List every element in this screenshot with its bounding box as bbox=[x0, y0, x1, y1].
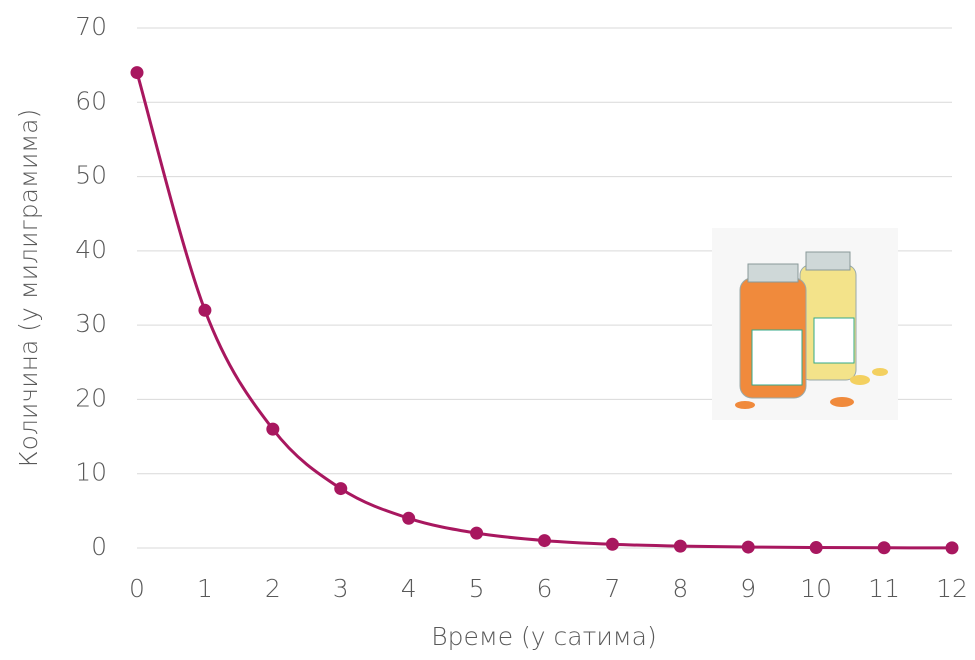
data-point bbox=[538, 534, 551, 548]
x-axis-label: Време (у сатима) bbox=[431, 622, 657, 651]
x-tick-label: 1 bbox=[197, 574, 213, 603]
x-tick-label: 12 bbox=[936, 574, 968, 603]
data-point bbox=[945, 541, 959, 555]
data-point bbox=[402, 511, 416, 525]
x-tick-label: 10 bbox=[800, 574, 832, 603]
x-tick-label: 9 bbox=[740, 574, 756, 603]
data-point bbox=[198, 303, 212, 317]
x-tick-label: 0 bbox=[129, 574, 145, 603]
y-tick-label: 50 bbox=[75, 161, 107, 190]
x-tick-label: 7 bbox=[604, 574, 620, 603]
x-tick-label: 8 bbox=[672, 574, 688, 603]
data-point bbox=[470, 526, 484, 540]
x-tick-label: 2 bbox=[265, 574, 281, 603]
y-axis-label: Количина (у милиграмима) bbox=[14, 109, 43, 467]
data-point bbox=[809, 541, 823, 555]
y-tick-label: 70 bbox=[75, 12, 107, 41]
x-tick-label: 3 bbox=[333, 574, 349, 603]
data-point bbox=[877, 541, 891, 555]
y-tick-label: 40 bbox=[75, 235, 107, 264]
data-point bbox=[741, 540, 755, 554]
x-tick-label: 5 bbox=[469, 574, 485, 603]
x-tick-label: 4 bbox=[401, 574, 417, 603]
data-point bbox=[605, 537, 619, 551]
x-tick-label: 11 bbox=[868, 574, 900, 603]
y-tick-label: 30 bbox=[75, 309, 107, 338]
data-point bbox=[130, 66, 144, 80]
y-tick-label: 10 bbox=[75, 458, 107, 487]
data-point bbox=[266, 422, 280, 436]
vitamin-illustration bbox=[712, 228, 898, 420]
data-point bbox=[334, 482, 348, 496]
y-tick-label: 0 bbox=[91, 532, 107, 561]
data-point bbox=[673, 539, 687, 553]
y-tick-label: 60 bbox=[75, 86, 107, 115]
y-tick-label: 20 bbox=[75, 383, 107, 412]
x-tick-label: 6 bbox=[537, 574, 553, 603]
